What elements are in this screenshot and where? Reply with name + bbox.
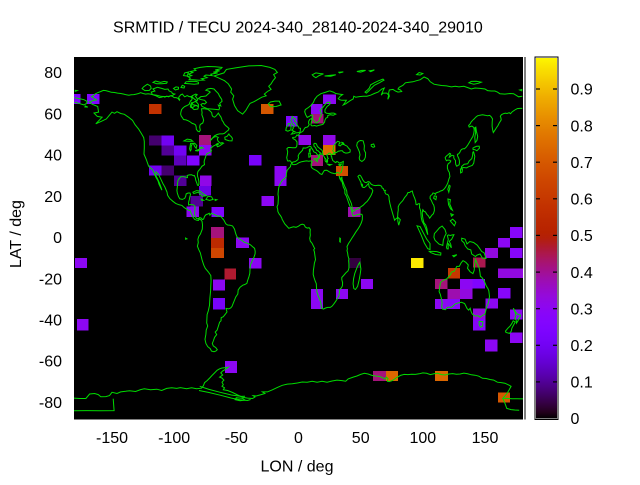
svg-text:LAT / deg: LAT / deg [8, 200, 25, 268]
svg-text:-40: -40 [39, 313, 62, 330]
svg-text:0.6: 0.6 [571, 192, 593, 209]
svg-text:0.5: 0.5 [571, 228, 593, 245]
svg-text:-150: -150 [96, 430, 128, 447]
svg-text:150: 150 [472, 430, 499, 447]
svg-text:SRMTID / TECU 2024-340_28140-2: SRMTID / TECU 2024-340_28140-2024-340_29… [113, 19, 483, 36]
svg-text:0.1: 0.1 [571, 375, 593, 392]
svg-text:50: 50 [352, 430, 370, 447]
svg-text:0: 0 [571, 411, 580, 428]
svg-text:-20: -20 [39, 271, 62, 288]
svg-text:-100: -100 [158, 430, 190, 447]
svg-text:-60: -60 [39, 354, 62, 371]
svg-text:0.9: 0.9 [571, 82, 593, 99]
svg-text:LON / deg: LON / deg [261, 458, 334, 475]
svg-text:0.7: 0.7 [571, 155, 593, 172]
svg-text:0.4: 0.4 [571, 265, 593, 282]
svg-text:-50: -50 [225, 430, 248, 447]
svg-text:80: 80 [44, 65, 62, 82]
svg-text:100: 100 [409, 430, 436, 447]
svg-text:-80: -80 [39, 395, 62, 412]
svg-text:0: 0 [294, 430, 303, 447]
svg-text:0.3: 0.3 [571, 301, 593, 318]
svg-text:0.8: 0.8 [571, 118, 593, 135]
svg-text:0: 0 [53, 230, 62, 247]
svg-text:20: 20 [44, 189, 62, 206]
svg-text:40: 40 [44, 148, 62, 165]
svg-text:0.2: 0.2 [571, 338, 593, 355]
svg-text:60: 60 [44, 106, 62, 123]
